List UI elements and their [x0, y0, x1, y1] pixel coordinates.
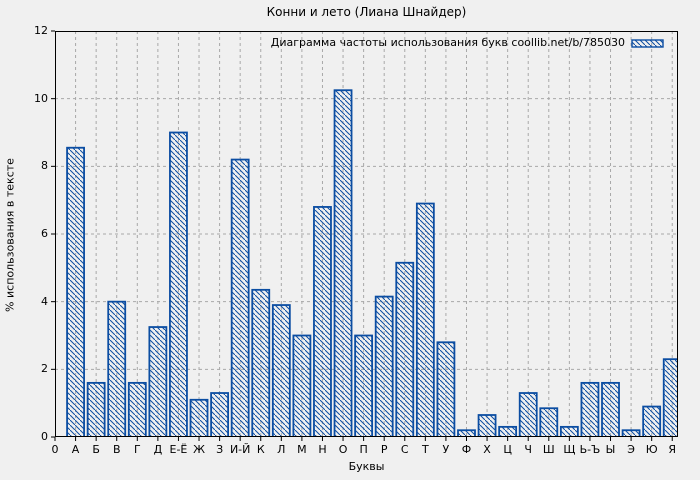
bar-Ы [601, 381, 620, 437]
legend-label: Диаграмма частоты использования букв coo… [270, 36, 625, 49]
x-tick-label-Т: Т [421, 443, 429, 456]
bar-О [333, 89, 353, 437]
x-tick-label-Е-Ё: Е-Ё [169, 443, 188, 456]
x-tick-label-Р: Р [380, 443, 388, 456]
bar-Н [313, 206, 332, 437]
bar-З [210, 392, 229, 437]
plot-border [55, 31, 678, 437]
bar-Х [477, 414, 497, 437]
y-tick-label-12: 12 [34, 24, 48, 37]
x-tick-label-Ж: Ж [193, 443, 205, 456]
y-tick-label-2: 2 [41, 362, 48, 376]
bars-group [66, 89, 678, 437]
bar-Р [374, 295, 394, 437]
x-tick-label-Ы: Ы [605, 443, 616, 456]
bar-Г [127, 381, 147, 437]
y-tick-label-4: 4 [41, 294, 48, 308]
x-tick-label-Ь-Ъ: Ь-Ъ [579, 443, 601, 456]
x-tick-label-Ц: Ц [503, 443, 512, 456]
x-tick-label-Д: Д [153, 443, 163, 456]
bar-Ж [189, 398, 209, 437]
bar-Ф [457, 429, 476, 437]
x-tick-label-Э: Э [627, 443, 635, 456]
x-tick-label-Н: Н [318, 443, 327, 456]
x-tick-label-М: М [297, 443, 307, 456]
tick-marks [51, 30, 673, 441]
bar-Э [621, 429, 641, 437]
x-tick-label-Ч: Ч [524, 443, 532, 456]
x-tick-label-В: В [112, 443, 121, 456]
bar-Ю [642, 405, 662, 437]
legend-swatch [631, 39, 664, 48]
y-tick-label-0: 0 [41, 430, 48, 443]
x-tick-label-Ш: Ш [542, 443, 555, 456]
bar-Ь-Ъ [580, 381, 600, 437]
x-tick-label-origin: 0 [51, 443, 59, 456]
bar-С [395, 261, 415, 437]
bar-Ч [518, 392, 538, 437]
y-tick-label-10: 10 [34, 91, 48, 105]
x-tick-label-И-Й: И-Й [229, 443, 251, 456]
bar-Ш [539, 407, 559, 437]
bar-Т [415, 202, 435, 437]
bar-М [292, 334, 312, 437]
x-tick-label-О: О [338, 443, 348, 456]
legend: Диаграмма частоты использования букв coo… [271, 36, 625, 50]
y-tick-label-8: 8 [41, 159, 48, 173]
x-tick-label-Б: Б [92, 443, 100, 456]
bar-В [107, 300, 127, 437]
bar-К [251, 288, 271, 437]
x-tick-label-Ф: Ф [461, 443, 472, 456]
x-tick-label-Х: Х [483, 443, 491, 456]
bar-Щ [559, 425, 579, 437]
x-tick-label-С: С [400, 443, 409, 456]
bar-У [436, 341, 456, 437]
bar-Б [86, 381, 106, 437]
x-tick-label-Я: Я [668, 443, 677, 456]
x-tick-label-З: З [216, 443, 224, 456]
x-tick-label-У: У [442, 443, 450, 456]
bar-И-Й [230, 158, 250, 437]
x-axis-label: Буквы [348, 460, 385, 473]
bar-Л [271, 304, 291, 437]
x-tick-label-Ю: Ю [645, 443, 658, 456]
x-tick-label-Л: Л [277, 443, 286, 456]
x-tick-label-Г: Г [133, 443, 141, 456]
chart-title: Конни и лето (Лиана Шнайдер) [266, 5, 467, 19]
bar-А [66, 146, 85, 437]
bar-Я [662, 358, 678, 437]
bar-Ц [498, 425, 518, 437]
x-tick-label-К: К [256, 443, 265, 456]
bar-Д [148, 326, 168, 437]
x-tick-label-Щ: Щ [563, 443, 576, 456]
x-tick-label-А: А [71, 443, 80, 456]
y-tick-label-6: 6 [41, 227, 48, 240]
bar-П [354, 334, 374, 437]
bar-Е-Ё [169, 131, 188, 437]
x-tick-label-П: П [359, 443, 368, 456]
